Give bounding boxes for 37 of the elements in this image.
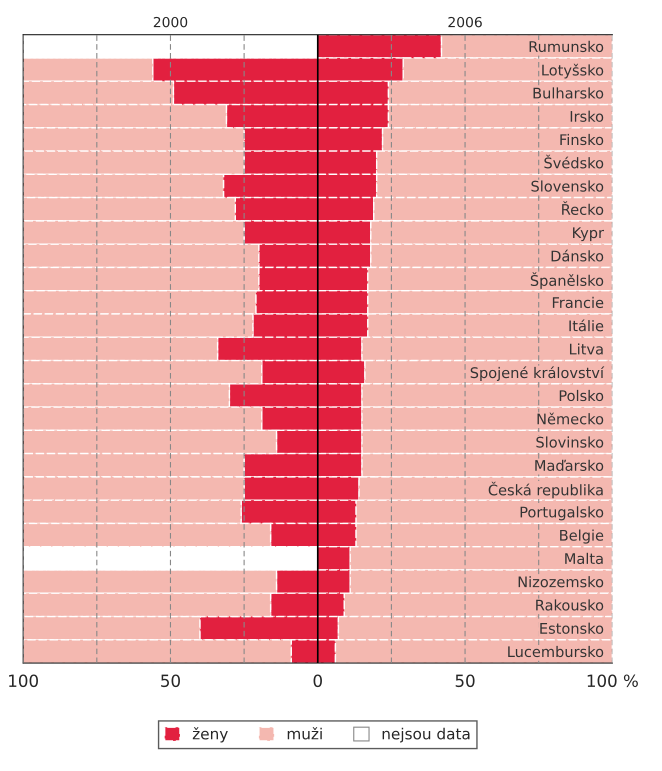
- x-tick-label: 100 %: [588, 674, 638, 688]
- y-tick-label: Česká republika: [488, 482, 603, 498]
- legend-label: nejsou data: [382, 728, 470, 742]
- y-tick-label: Finsko: [560, 134, 604, 146]
- y-tick-label: Spojené království: [470, 366, 604, 382]
- y-tick-label: Lotyšsko: [542, 64, 604, 78]
- y-tick-label: Německo: [538, 412, 604, 424]
- y-tick-label: Řecko: [562, 201, 604, 215]
- legend-label: ženy: [192, 727, 228, 742]
- text: 2000: [154, 16, 188, 28]
- y-tick-label: Lucembursko: [508, 646, 604, 658]
- y-tick-label: Malta: [565, 552, 603, 564]
- y-tick-label: Španělsko: [530, 272, 604, 289]
- y-tick-label: Bulharsko: [534, 87, 604, 99]
- y-tick-label: Nizozemsko: [518, 576, 604, 588]
- x-tick-label: 50: [456, 674, 475, 688]
- y-tick-label: Slovinsko: [536, 436, 604, 448]
- legend-label: muži: [288, 727, 322, 740]
- y-tick-label: Slovensko: [531, 180, 604, 192]
- y-tick-label: Itálie: [569, 319, 604, 332]
- y-tick-label: Portugalsko: [520, 506, 604, 520]
- y-tick-label: Polsko: [560, 390, 604, 402]
- y-tick-label: Kypr: [573, 227, 604, 242]
- y-tick-label: Estonsko: [540, 622, 604, 634]
- x-tick-label: 100: [9, 674, 38, 688]
- y-tick-label: Rumunsko: [530, 40, 604, 52]
- x-tick-label: 50: [161, 674, 180, 688]
- y-tick-label: Francie: [552, 296, 604, 308]
- y-tick-label: Švédsko: [544, 154, 604, 168]
- y-tick-label: Rakousko: [536, 599, 604, 611]
- y-tick-label: Irsko: [570, 110, 604, 122]
- y-tick-label: Dánsko: [552, 250, 604, 262]
- text: 2006: [448, 16, 482, 28]
- y-tick-label: Litva: [570, 343, 603, 355]
- y-tick-label: Maďarsko: [535, 460, 604, 471]
- y-tick-label: Belgie: [560, 530, 604, 544]
- x-tick-label: 0: [314, 674, 322, 688]
